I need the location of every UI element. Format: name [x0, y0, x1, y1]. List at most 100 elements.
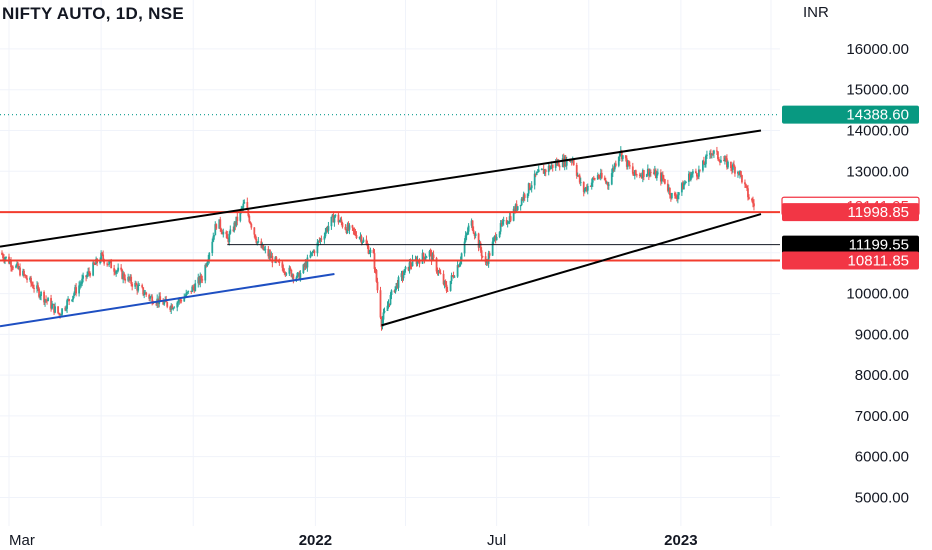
candle-body [278, 262, 281, 263]
candle-body [624, 155, 627, 159]
candle-body [31, 283, 33, 285]
candle-body [698, 169, 701, 171]
candle-body [129, 276, 132, 280]
candle-body [578, 175, 581, 183]
candle-body [106, 263, 109, 265]
candle-body [219, 219, 222, 229]
candle-body [309, 254, 312, 258]
candle-body [248, 215, 251, 222]
candle-body [647, 168, 650, 176]
candle-body [163, 301, 166, 305]
candle-body [229, 229, 232, 234]
candle-body [122, 273, 125, 279]
candle-body [39, 295, 41, 297]
candle-body [92, 262, 95, 276]
candle-body [194, 283, 197, 292]
candle-body [606, 182, 609, 186]
trendline[interactable] [0, 129, 762, 248]
candle-body [562, 158, 565, 167]
candle-body [530, 185, 533, 189]
candle-body [737, 171, 739, 174]
candle-body [472, 230, 475, 234]
trendline[interactable] [381, 213, 762, 327]
candle-body [88, 271, 91, 274]
candle-body [85, 275, 88, 277]
price-badge[interactable] [782, 105, 919, 124]
candle-body [484, 256, 487, 263]
candle-body [51, 304, 53, 309]
candle-body [212, 236, 215, 242]
candle-body [376, 281, 379, 291]
candle-body [600, 172, 603, 178]
candle-body [416, 259, 419, 265]
price-badge[interactable] [782, 203, 919, 222]
price-axis-panel[interactable] [780, 0, 932, 550]
candle-body [407, 266, 410, 271]
candle-body [94, 264, 97, 266]
candle-body [499, 223, 502, 232]
candle-body [652, 172, 655, 174]
candle-body [64, 308, 66, 310]
candle-body [50, 298, 52, 309]
candle-body [428, 251, 431, 257]
candle-body [393, 290, 396, 293]
candle-body [268, 253, 271, 257]
candle-body [16, 263, 18, 266]
candle-body [613, 163, 616, 170]
candle-body [556, 160, 559, 165]
candle-body [66, 300, 68, 309]
trendline[interactable] [0, 273, 335, 328]
candle-body [340, 219, 343, 223]
candle-body [582, 181, 585, 192]
price-badge-label: 11199.55 [849, 237, 909, 254]
candle-body [710, 153, 712, 155]
candle-body [3, 258, 5, 261]
candle-body [394, 286, 397, 293]
price-badge[interactable] [782, 235, 919, 254]
candle-body [547, 165, 550, 173]
candle-body [687, 173, 690, 182]
candle-body [724, 158, 726, 162]
candle-body [366, 244, 369, 247]
candle-body [142, 287, 145, 295]
candle-body [660, 174, 663, 182]
candle-body [388, 303, 391, 305]
candle-body [303, 264, 306, 267]
candle-body [145, 292, 148, 295]
candle-body [561, 158, 564, 167]
candle-body [86, 274, 89, 277]
candle-body [46, 300, 48, 302]
candle-body [117, 267, 120, 271]
candle-body [73, 293, 75, 296]
candle-body [19, 267, 21, 276]
candle-body [569, 160, 572, 162]
price-badge[interactable] [782, 251, 919, 270]
candle-body [99, 260, 102, 264]
candle-body [71, 299, 73, 302]
candle-body [26, 278, 28, 280]
candle-body [571, 159, 574, 162]
candle-body [752, 200, 754, 204]
candle-body [633, 170, 636, 176]
candle-body [617, 156, 620, 166]
candle-body [116, 270, 119, 272]
candle-body [36, 285, 38, 289]
candle-body [234, 222, 237, 226]
candle-body [285, 273, 288, 275]
candle-body [404, 266, 407, 270]
candle-body [508, 216, 511, 223]
candle-body [494, 235, 497, 241]
candle-body [674, 195, 677, 198]
candle-body [89, 273, 92, 276]
candle-body [719, 160, 721, 163]
candle-body [753, 203, 755, 207]
candle-body [640, 175, 643, 178]
candle-body [717, 151, 719, 159]
candle-body [171, 305, 174, 310]
candle-body [424, 257, 427, 260]
candle-body [239, 209, 242, 221]
candle-body [676, 195, 679, 199]
candle-body [326, 227, 329, 231]
candle-body [589, 185, 592, 187]
